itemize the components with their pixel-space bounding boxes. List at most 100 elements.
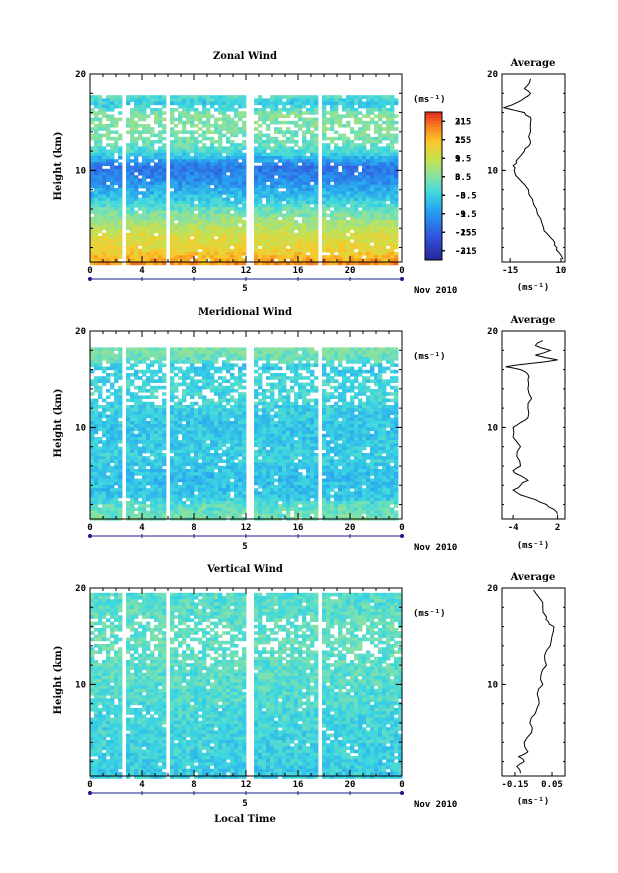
heatmap-cell xyxy=(106,178,111,182)
heatmap-cell xyxy=(254,140,259,144)
heatmap-cell xyxy=(358,130,363,134)
heatmap-cell xyxy=(282,261,287,266)
heatmap-cell xyxy=(162,181,167,186)
heatmap-cell xyxy=(138,398,143,403)
heatmap-cell xyxy=(362,175,367,179)
heatmap-cell xyxy=(206,245,211,250)
heatmap xyxy=(90,95,399,266)
heatmap-cell xyxy=(190,507,195,511)
heatmap-cell xyxy=(110,497,115,502)
heatmap-cell xyxy=(370,258,375,262)
heatmap-cell xyxy=(290,162,295,166)
heatmap-cell xyxy=(186,108,191,112)
heatmap-cell xyxy=(274,184,279,189)
heatmap-cell xyxy=(142,462,147,467)
heatmap-cell xyxy=(366,140,371,144)
heatmap-cell xyxy=(114,408,119,412)
heatmap-cell xyxy=(298,245,303,250)
heatmap-cell xyxy=(138,411,143,415)
heatmap-cell xyxy=(150,417,155,422)
heatmap-cell xyxy=(130,258,135,262)
heatmap-cell xyxy=(114,414,119,419)
heatmap-cell xyxy=(90,357,95,361)
heatmap-cell xyxy=(98,143,103,147)
heatmap-cell xyxy=(90,165,95,170)
heatmap-cell xyxy=(386,197,391,202)
heatmap-cell xyxy=(102,213,107,218)
heatmap-cell xyxy=(366,210,371,214)
heatmap-cell xyxy=(294,143,299,147)
heatmap-cell xyxy=(158,245,163,250)
heatmap-cell xyxy=(162,136,167,141)
heatmap-cell xyxy=(310,216,315,221)
heatmap-cell xyxy=(162,462,167,467)
heatmap-cell xyxy=(274,114,279,118)
heatmap-cell xyxy=(194,194,199,198)
heatmap-cell xyxy=(290,239,295,243)
heatmap-cell xyxy=(202,194,207,198)
heatmap-cell xyxy=(198,162,203,166)
heatmap-cell xyxy=(174,366,179,371)
heatmap-cell xyxy=(234,232,239,237)
heatmap-cell xyxy=(154,261,159,266)
heatmap-cell xyxy=(362,210,367,214)
heatmap-cell xyxy=(354,117,359,122)
heatmap-cell xyxy=(222,184,227,189)
heatmap-cell xyxy=(254,152,259,157)
heatmap-cell xyxy=(174,146,179,150)
heatmap-cell xyxy=(174,255,179,259)
heatmap-cell xyxy=(222,156,227,160)
heatmap-cell xyxy=(354,188,359,192)
heatmap-cell xyxy=(98,194,103,198)
heatmap-cell xyxy=(162,172,167,176)
heatmap-cell xyxy=(186,204,191,208)
heatmap-cell xyxy=(134,437,139,441)
heatmap-cell xyxy=(314,101,319,106)
heatmap-cell xyxy=(358,184,363,189)
heatmap-cell xyxy=(182,488,187,492)
heatmap-cell xyxy=(390,261,395,266)
heatmap-cell xyxy=(354,261,359,266)
heatmap-cell xyxy=(146,261,151,266)
heatmap-cell xyxy=(226,188,231,192)
heatmap-cell xyxy=(254,120,259,125)
heatmap-cell xyxy=(386,108,391,112)
heatmap-cell xyxy=(206,213,211,218)
heatmap-cell xyxy=(134,408,139,412)
heatmap-cell xyxy=(310,140,315,144)
heatmap-cell xyxy=(290,232,295,237)
heatmap-cell xyxy=(142,143,147,147)
heatmap-cell xyxy=(302,133,307,138)
heatmap-cell xyxy=(146,226,151,230)
heatmap-cell xyxy=(126,178,131,182)
heatmap-cell xyxy=(198,443,203,447)
heatmap-cell xyxy=(362,248,367,253)
heatmap-cell xyxy=(386,181,391,186)
heatmap-cell xyxy=(158,117,163,122)
heatmap-cell xyxy=(130,478,135,483)
heatmap-cell xyxy=(306,120,311,125)
heatmap-cell xyxy=(282,191,287,195)
heatmap-cell xyxy=(326,261,331,266)
heatmap-cell xyxy=(210,104,215,109)
heatmap-cell xyxy=(230,188,235,192)
heatmap-cell xyxy=(110,430,115,435)
heatmap-cell xyxy=(118,200,123,205)
heatmap-cell xyxy=(302,162,307,166)
heatmap-cell xyxy=(310,239,315,243)
heatmap-cell xyxy=(118,178,123,182)
heatmap-cell xyxy=(242,236,247,240)
heatmap-cell xyxy=(202,414,207,419)
heatmap-cell xyxy=(146,401,151,406)
heatmap-cell xyxy=(158,440,163,444)
heatmap-cell xyxy=(130,255,135,259)
heatmap-cell xyxy=(126,494,131,499)
heatmap-cell xyxy=(110,421,115,425)
heatmap-cell xyxy=(94,261,99,266)
heatmap-cell xyxy=(282,216,287,221)
heatmap-cell xyxy=(90,437,95,441)
heatmap-cell xyxy=(310,220,315,224)
heatmap-cell xyxy=(118,501,123,505)
heatmap-cell xyxy=(346,149,351,154)
heatmap-cell xyxy=(202,248,207,253)
